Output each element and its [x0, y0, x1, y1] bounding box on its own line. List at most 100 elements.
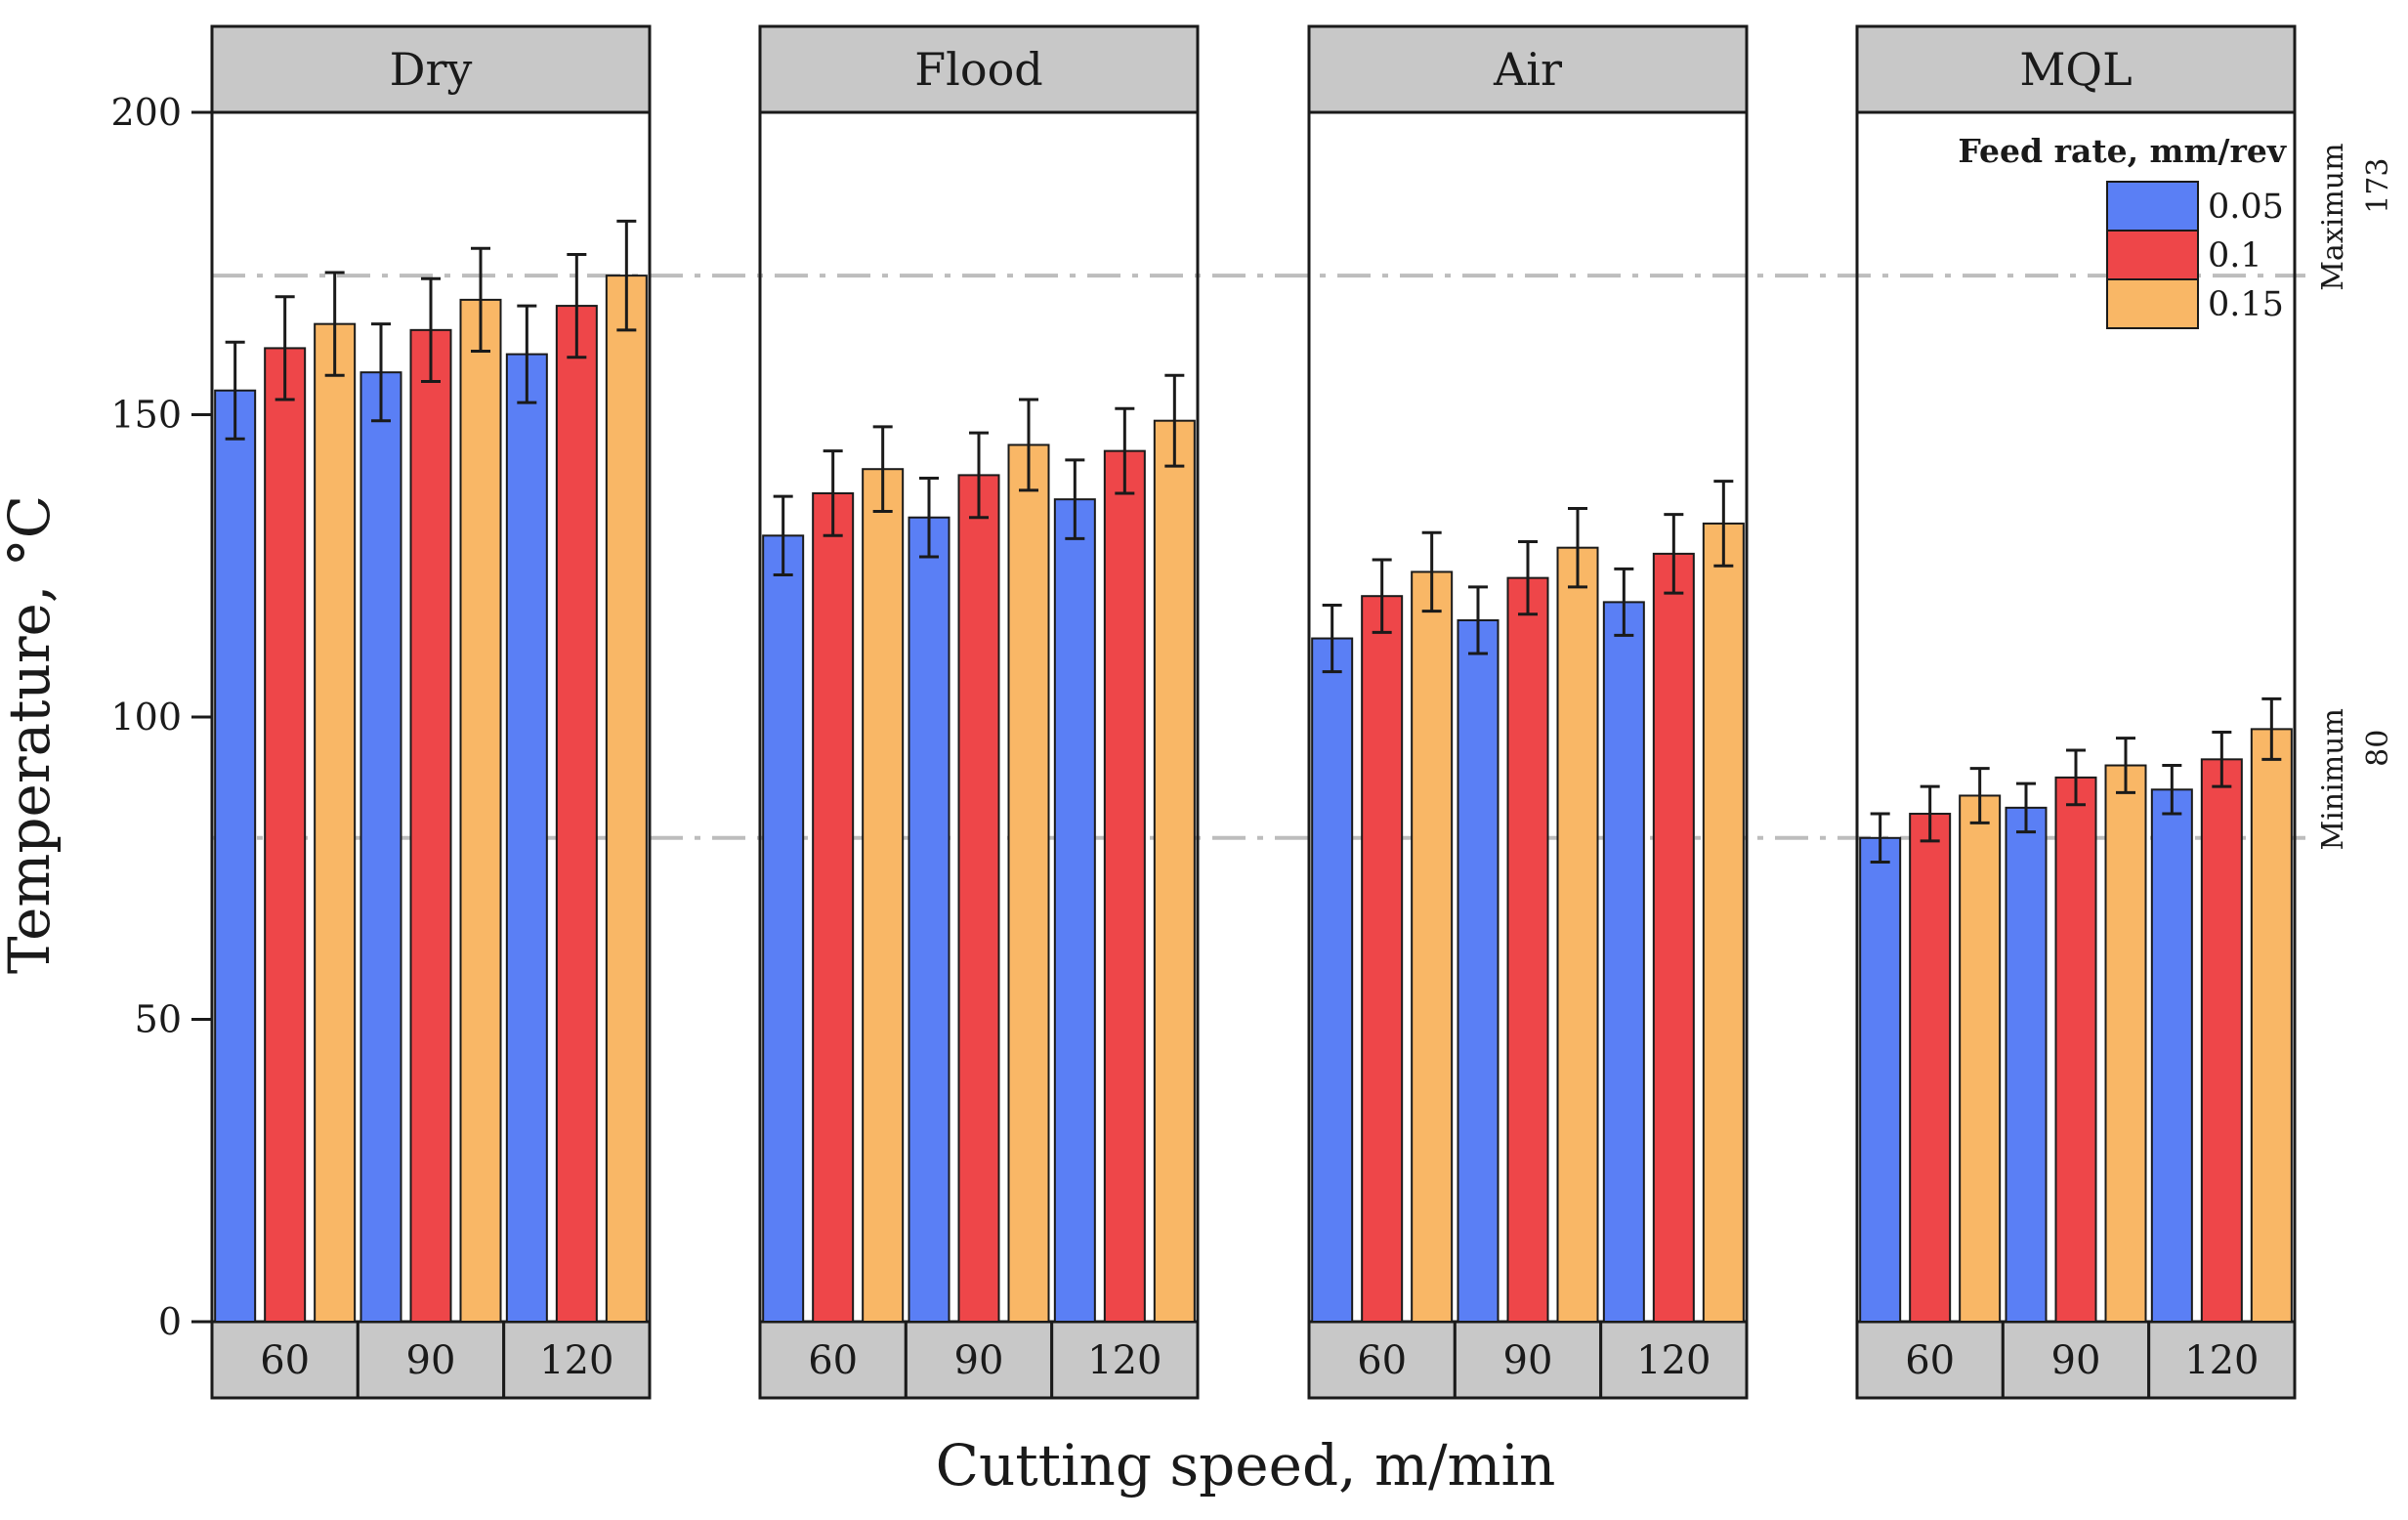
category-label: 90 [2051, 1338, 2101, 1383]
error-bar [969, 431, 989, 520]
category-label: 120 [1087, 1338, 1162, 1383]
legend-swatch [2106, 230, 2199, 280]
bar [2054, 776, 2097, 1323]
error-bar [1115, 406, 1135, 495]
bar [264, 347, 307, 1324]
category-label: 60 [260, 1338, 310, 1383]
bar [1103, 449, 1146, 1323]
bar [359, 371, 402, 1324]
bar [409, 328, 452, 1323]
error-bar [823, 449, 843, 537]
error-bar [872, 425, 893, 514]
error-bar [1164, 373, 1185, 468]
bar [214, 389, 257, 1323]
reference-labels: Maximum 173 Minimum 80 [2316, 143, 2395, 850]
panel-flood: Flood 60 90 120 [758, 24, 1200, 1400]
bar [2005, 806, 2048, 1323]
error-bar [2066, 748, 2086, 807]
error-bar [275, 295, 295, 401]
legend-label: 0.05 [2208, 188, 2284, 227]
bar [505, 353, 548, 1324]
error-bar [517, 304, 537, 404]
bar [1361, 595, 1404, 1323]
category-cell [2147, 1320, 2297, 1400]
category-label: 120 [1636, 1338, 1711, 1383]
bar [555, 305, 598, 1324]
y-tick-label: 50 [135, 998, 182, 1041]
bar [1556, 546, 1599, 1323]
category-label: 60 [1905, 1338, 1955, 1383]
category-cell [1453, 1320, 1603, 1400]
category-cell [758, 1320, 908, 1400]
category-cell [1050, 1320, 1200, 1400]
error-bar [1019, 398, 1038, 492]
bar [862, 468, 905, 1323]
facet-label: Air [1493, 43, 1562, 96]
bar [1506, 576, 1549, 1323]
error-bar [324, 271, 345, 377]
legend-label: 0.1 [2208, 236, 2262, 275]
error-bar [471, 246, 490, 354]
category-label: 90 [1503, 1338, 1553, 1383]
error-bar [2116, 737, 2135, 794]
legend-swatch [2106, 181, 2199, 232]
y-tick-label: 150 [110, 394, 182, 437]
bar [908, 516, 951, 1323]
bar [2200, 758, 2243, 1323]
error-bar [371, 322, 391, 423]
category-cell [502, 1320, 652, 1400]
y-tick-label: 0 [158, 1300, 182, 1343]
error-bar [1421, 530, 1442, 613]
legend-label: 0.15 [2208, 285, 2284, 324]
facet-label: Flood [914, 43, 1042, 96]
bar [1859, 836, 1902, 1323]
bar [1007, 443, 1050, 1323]
reference-label-value: 173 [2361, 157, 2395, 213]
category-cell [1599, 1320, 1749, 1400]
category-label: 90 [954, 1338, 1004, 1383]
bar [1457, 618, 1500, 1323]
error-bar [2261, 697, 2282, 761]
error-bar [1518, 539, 1538, 616]
bar [2250, 728, 2293, 1323]
bar [2104, 764, 2147, 1323]
legend: Feed rate, mm/rev 0.05 0.1 0.15 [1958, 132, 2287, 329]
bar [1411, 570, 1454, 1323]
category-label: 120 [2184, 1338, 2259, 1383]
error-bar [1322, 603, 1342, 674]
error-bar [1713, 480, 1734, 568]
bar [1602, 601, 1645, 1323]
error-bar [1614, 567, 1634, 637]
error-bar [2212, 730, 2232, 788]
error-bar [421, 276, 441, 383]
error-bar [1969, 767, 1990, 824]
bar [2150, 788, 2193, 1323]
bar [957, 474, 1000, 1323]
error-bar [1065, 458, 1085, 540]
error-bar [1372, 558, 1392, 634]
category-label: 60 [808, 1338, 858, 1383]
legend-title: Feed rate, mm/rev [1958, 132, 2286, 170]
error-bar [1920, 784, 1940, 843]
error-bar [225, 340, 245, 441]
bar [762, 534, 805, 1323]
bar [605, 274, 648, 1323]
y-axis: 0 50 100 150 200 [110, 91, 212, 1343]
error-bar [567, 252, 587, 359]
y-tick-label: 100 [110, 696, 182, 739]
error-bar [2162, 764, 2182, 816]
panels-layer: Dry 60 90 120 Flood 60 90 120 Air 60 90 120 MQL 60 90 1… [210, 24, 2297, 1400]
reference-label-value: 80 [2361, 730, 2395, 767]
bar [1053, 498, 1096, 1324]
legend-swatch [2106, 278, 2199, 329]
facet-label: Dry [390, 43, 473, 96]
panel-dry: Dry 60 90 120 [210, 24, 652, 1400]
reference-label-name: Maximum [2316, 143, 2350, 290]
bar [1909, 813, 1952, 1323]
error-bar [616, 219, 637, 332]
error-bar [1568, 506, 1587, 589]
bar [1652, 552, 1695, 1323]
error-bar [919, 476, 939, 559]
bar [459, 298, 502, 1323]
